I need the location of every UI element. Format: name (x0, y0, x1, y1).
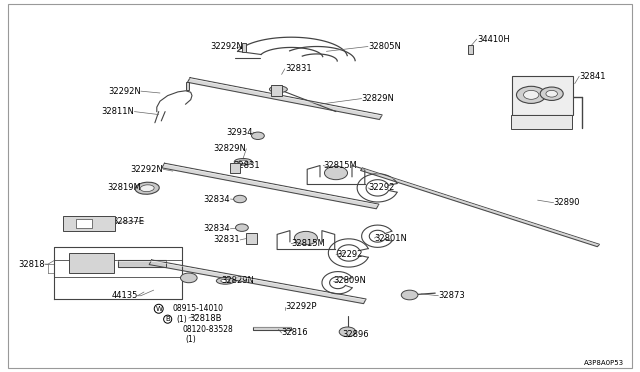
Circle shape (524, 90, 539, 99)
Text: 32831: 32831 (234, 161, 260, 170)
Text: 32834: 32834 (204, 195, 230, 203)
Text: 44135: 44135 (111, 291, 138, 300)
Text: (1): (1) (176, 315, 187, 324)
Circle shape (294, 231, 317, 245)
Text: B: B (165, 316, 170, 322)
Bar (512, 76, 573, 115)
Ellipse shape (269, 86, 287, 93)
Ellipse shape (234, 158, 252, 165)
Text: 32831: 32831 (213, 235, 240, 244)
Bar (468, 45, 473, 54)
Text: 32292N: 32292N (211, 42, 243, 51)
Bar (186, 82, 189, 90)
Ellipse shape (216, 278, 234, 284)
Text: 32805N: 32805N (368, 42, 401, 51)
Text: 32896: 32896 (342, 330, 369, 339)
Circle shape (324, 166, 348, 180)
Ellipse shape (135, 182, 159, 194)
Text: 32292: 32292 (336, 250, 362, 259)
Bar (230, 163, 240, 173)
Text: 32834: 32834 (204, 224, 230, 233)
Text: 32815M: 32815M (291, 239, 325, 248)
Text: 32829N: 32829N (214, 144, 246, 153)
Text: (1): (1) (186, 335, 196, 344)
Bar (63, 216, 115, 231)
Text: 08915-14010: 08915-14010 (173, 304, 224, 313)
Circle shape (401, 290, 418, 300)
Text: 32837E: 32837E (112, 217, 144, 226)
Text: 32815M: 32815M (323, 161, 357, 170)
Text: 32801N: 32801N (374, 234, 407, 243)
Bar (76, 219, 92, 228)
Ellipse shape (140, 185, 154, 192)
Ellipse shape (274, 87, 283, 91)
Circle shape (540, 87, 563, 100)
Text: A3P8A0P53: A3P8A0P53 (584, 360, 624, 366)
Circle shape (339, 327, 356, 337)
Text: 32890: 32890 (554, 198, 580, 207)
Circle shape (180, 273, 197, 283)
Text: 32292N: 32292N (108, 87, 141, 96)
Text: 32818B: 32818B (189, 314, 221, 323)
Circle shape (252, 132, 264, 140)
Bar (511, 115, 572, 129)
Text: 32816: 32816 (282, 328, 308, 337)
Text: 08120-83528: 08120-83528 (182, 325, 233, 334)
Text: 32809N: 32809N (333, 276, 365, 285)
Circle shape (546, 90, 557, 97)
Polygon shape (188, 78, 382, 119)
Text: 32841: 32841 (579, 72, 605, 81)
Text: 32831: 32831 (285, 64, 312, 73)
Circle shape (234, 195, 246, 203)
Circle shape (236, 224, 248, 231)
Bar (242, 43, 246, 52)
Polygon shape (149, 260, 366, 304)
Bar (246, 233, 257, 244)
Polygon shape (253, 327, 291, 330)
Text: 32292N: 32292N (131, 165, 163, 174)
Text: 32811N: 32811N (102, 107, 134, 116)
Bar (271, 85, 282, 96)
Text: 32873: 32873 (438, 291, 465, 300)
Text: W: W (156, 306, 162, 312)
Text: 34410H: 34410H (477, 35, 509, 44)
Text: 32934: 32934 (227, 128, 253, 137)
Text: 32292P: 32292P (285, 302, 316, 311)
Text: 32292: 32292 (368, 183, 394, 192)
Text: 32819M: 32819M (107, 183, 141, 192)
Text: 32829N: 32829N (362, 94, 394, 103)
Ellipse shape (239, 160, 248, 164)
Bar (69, 253, 114, 273)
Polygon shape (118, 260, 166, 267)
Polygon shape (162, 163, 379, 209)
Polygon shape (360, 168, 600, 247)
Text: 32818: 32818 (18, 260, 45, 269)
Text: 32829N: 32829N (221, 276, 253, 285)
Circle shape (516, 86, 546, 103)
Ellipse shape (221, 279, 230, 283)
